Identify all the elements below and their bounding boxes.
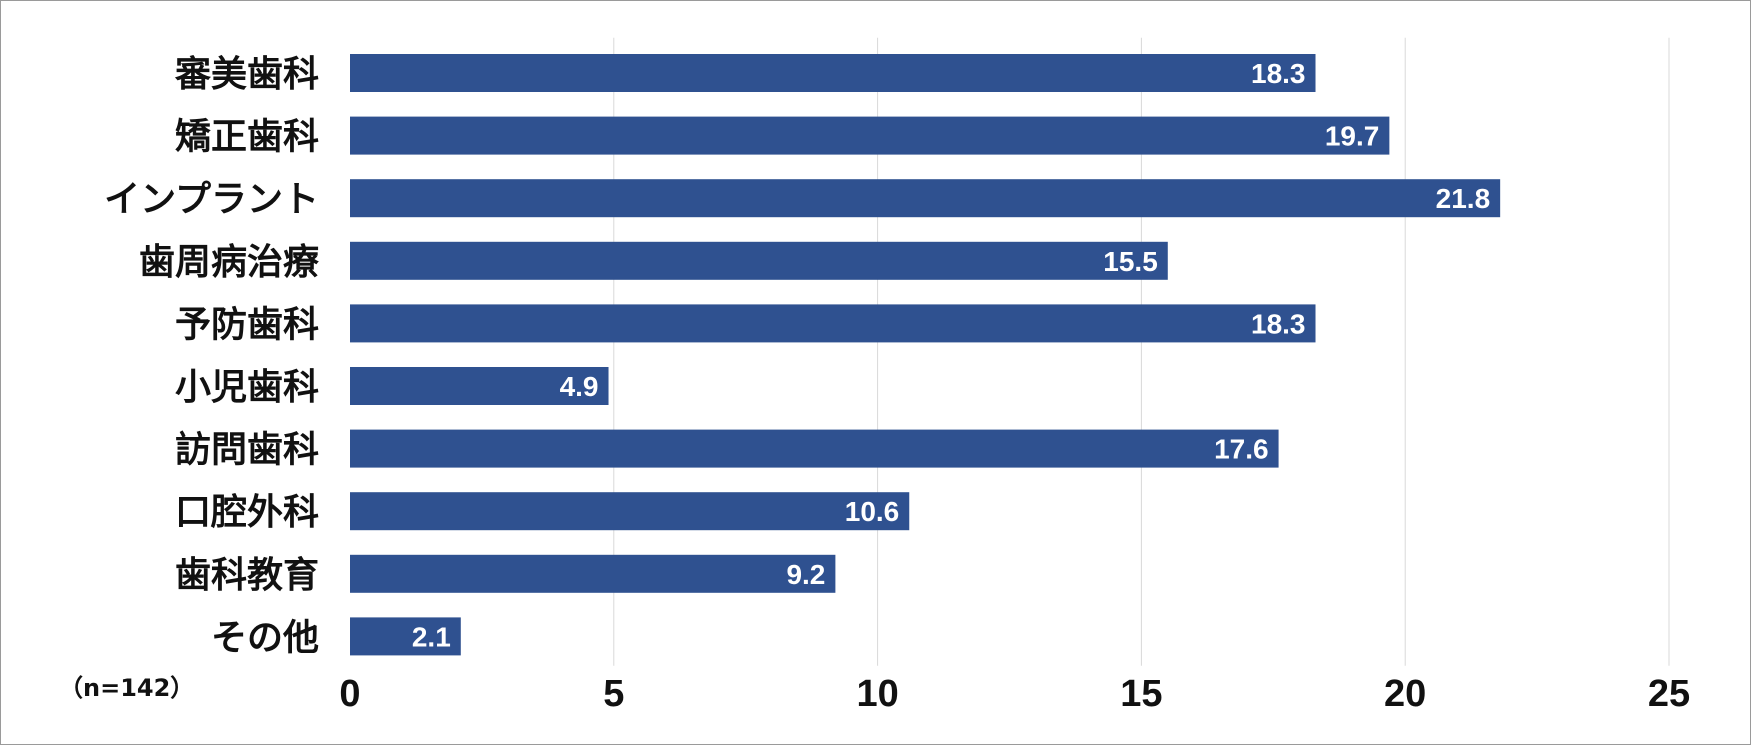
bar-value-label: 4.9	[560, 371, 599, 402]
bar-value-label: 17.6	[1214, 434, 1269, 465]
x-tick-label: 15	[1120, 673, 1162, 715]
x-axis-ticks: 0 5 10 15 20 25	[339, 673, 1690, 715]
x-tick-label: 25	[1648, 673, 1690, 715]
x-tick-label: 5	[603, 673, 624, 715]
category-label: その他	[211, 617, 319, 658]
bar	[350, 116, 1390, 155]
bar-value-label: 21.8	[1436, 183, 1491, 214]
bar-value-label: 18.3	[1251, 308, 1306, 339]
bar-value-label: 18.3	[1251, 58, 1306, 89]
bar-value-label: 10.6	[845, 496, 900, 527]
x-tick-label: 20	[1384, 673, 1426, 715]
bar	[350, 367, 609, 405]
bar-value-label: 15.5	[1103, 246, 1158, 277]
bar	[350, 617, 461, 656]
category-label: インプラント	[104, 179, 319, 220]
bar	[350, 554, 836, 593]
category-label: 小児歯科	[175, 367, 319, 408]
bar-value-label: 9.2	[786, 559, 825, 590]
bar-value-label: 2.1	[412, 621, 451, 652]
category-label: 訪問歯科	[175, 430, 319, 471]
bar	[350, 492, 910, 531]
bar	[350, 429, 1279, 468]
bars: 18.3 19.7 21.8 15.5 18.3 4.9 17.6 10.6 9.2 2.1	[350, 54, 1501, 656]
category-labels: 審美歯科矯正歯科インプラント歯周病治療予防歯科小児歯科訪問歯科口腔外科歯科教育そ…	[104, 54, 319, 658]
bar	[350, 179, 1501, 218]
category-label: 歯科教育	[175, 555, 319, 596]
bar	[350, 304, 1316, 343]
category-label: 審美歯科	[174, 54, 319, 95]
sample-size-note: （n=142）	[59, 674, 194, 702]
bar	[350, 54, 1316, 92]
category-label: 歯周病治療	[139, 242, 319, 283]
category-label: 矯正歯科	[175, 117, 319, 158]
bar	[350, 241, 1168, 280]
category-label: 口腔外科	[175, 492, 319, 533]
category-label: 予防歯科	[175, 304, 319, 345]
bar-value-label: 19.7	[1325, 121, 1380, 152]
x-tick-label: 0	[339, 673, 360, 715]
x-tick-label: 10	[856, 673, 898, 715]
